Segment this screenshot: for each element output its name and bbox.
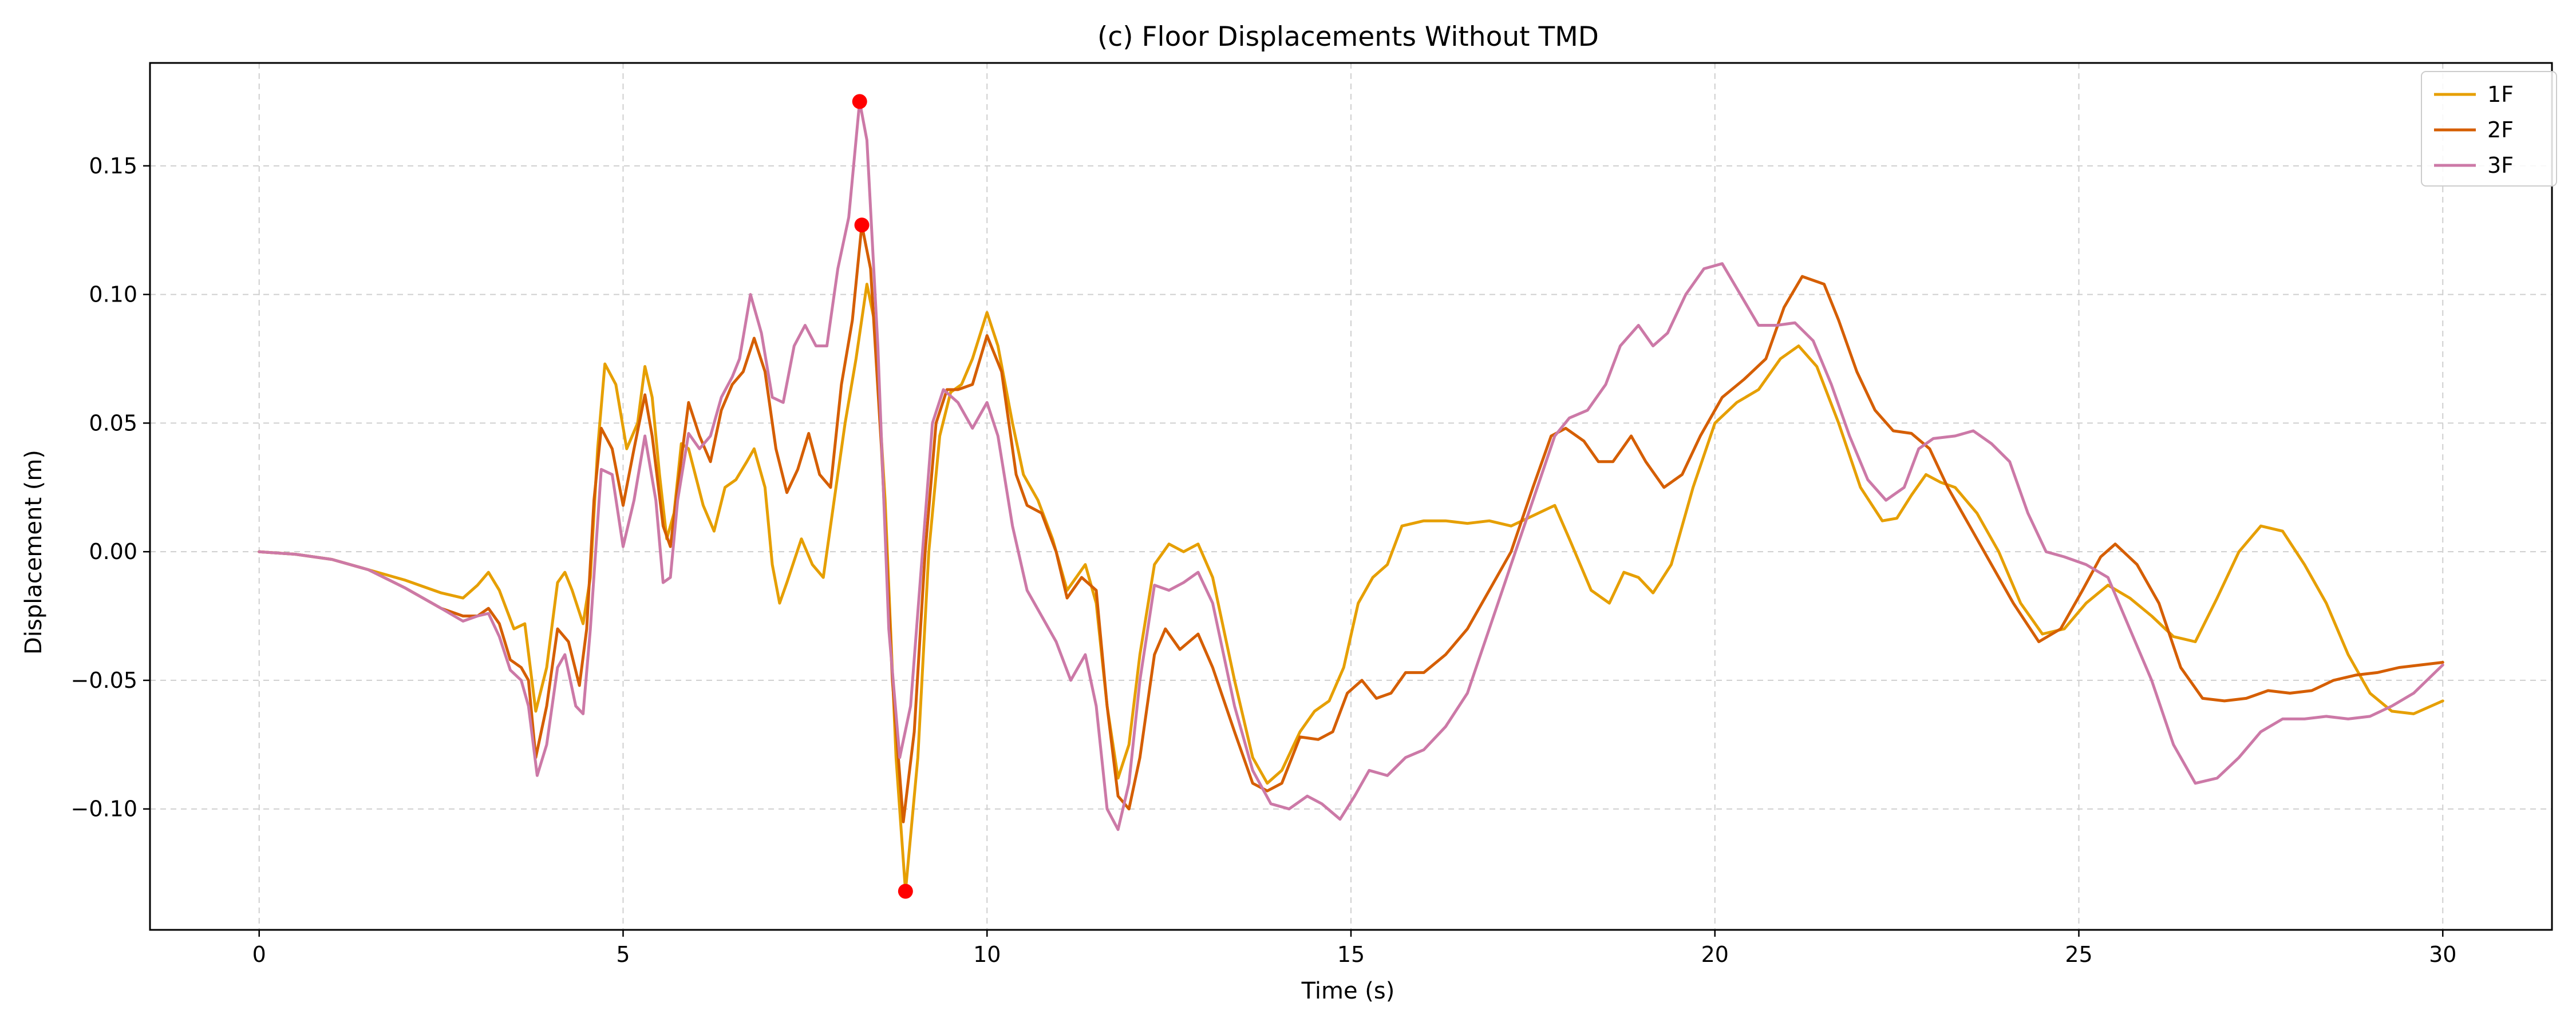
series-layer (258, 100, 2444, 893)
legend-label-3f: 3F (2487, 153, 2514, 178)
series-line-3f (258, 100, 2444, 831)
legend: 1F 2F 3F (2421, 71, 2557, 187)
legend-label-2f: 2F (2487, 117, 2514, 142)
y-axis-label: Displacement (m) (21, 450, 47, 655)
legend-box (2421, 71, 2557, 187)
x-tick-label: 0 (252, 942, 266, 967)
x-tick-label: 10 (973, 942, 1001, 967)
y-tick-label: −0.10 (71, 797, 137, 822)
y-tick-label: 0.10 (89, 282, 137, 307)
chart-title: (c) Floor Displacements Without TMD (1097, 21, 1599, 53)
peak-markers (852, 94, 913, 899)
peak-marker (852, 94, 867, 109)
x-tick-label: 25 (2065, 942, 2092, 967)
series-line-2f (258, 223, 2444, 823)
x-tick-label: 15 (1337, 942, 1365, 967)
y-tick-label: 0.15 (89, 153, 137, 179)
grid (150, 63, 2552, 930)
peak-marker (898, 884, 913, 899)
y-tick-label: −0.05 (71, 668, 137, 693)
series-line-1f (258, 283, 2444, 893)
peak-marker (854, 217, 870, 233)
x-axis-label: Time (s) (1301, 978, 1395, 1004)
x-tick-label: 5 (616, 942, 630, 967)
axis-ticks: 0 5 10 15 20 25 30 −0.10 −0.05 0.00 0.05 0.10 0.15 (71, 153, 2457, 967)
x-tick-label: 30 (2429, 942, 2456, 967)
y-tick-label: 0.00 (89, 539, 137, 564)
x-tick-label: 20 (1701, 942, 1729, 967)
legend-label-1f: 1F (2487, 82, 2514, 107)
y-tick-label: 0.05 (89, 410, 137, 435)
